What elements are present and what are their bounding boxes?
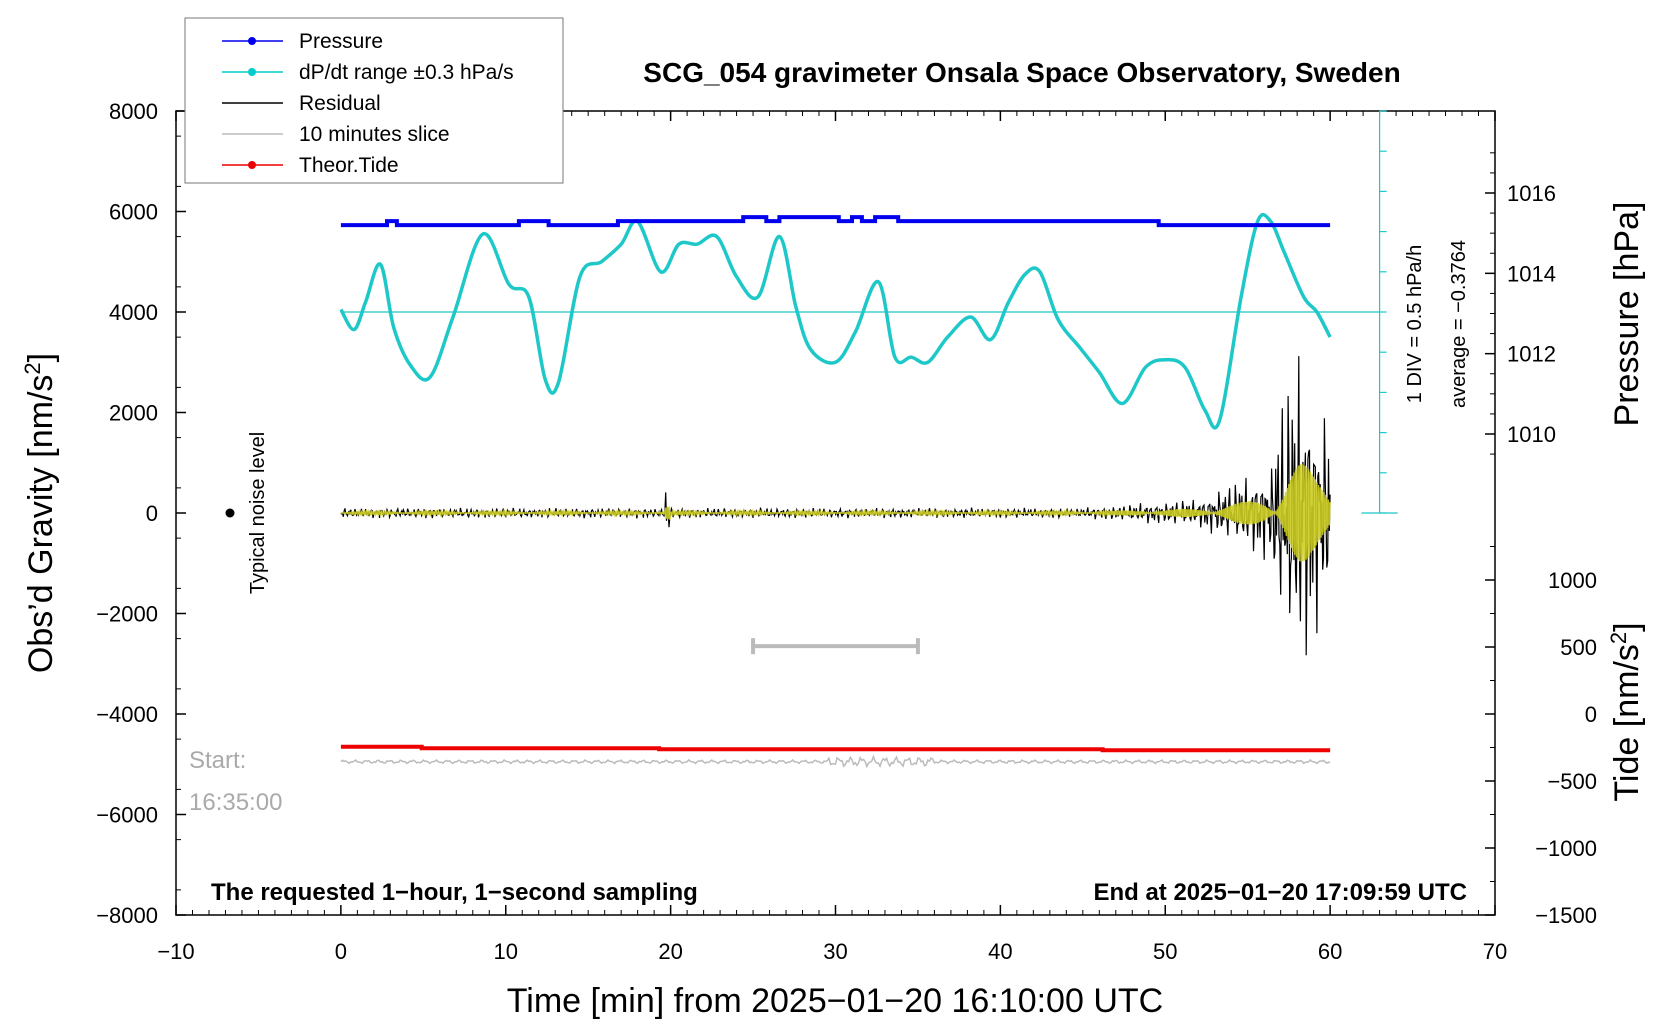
tide-axis-title: Tide [nm/s2] xyxy=(1606,622,1647,801)
x-tick-label: 30 xyxy=(823,939,847,964)
pressure-tick-label: 1016 xyxy=(1507,181,1556,206)
legend-label: Pressure xyxy=(299,30,383,53)
pressure-tick-label: 1012 xyxy=(1507,342,1556,367)
pressure-tick-label: 1010 xyxy=(1507,422,1556,447)
x-tick-label: 10 xyxy=(494,939,518,964)
filtered-trace xyxy=(340,464,1331,562)
legend-label: dP/dt range ±0.3 hPa/s xyxy=(299,61,514,84)
chart-title: SCG_054 gravimeter Onsala Space Observat… xyxy=(643,57,1400,88)
legend-marker xyxy=(248,37,256,45)
legend-box xyxy=(184,17,564,184)
noise-level-dot xyxy=(225,508,235,518)
y-tick-label: 6000 xyxy=(109,200,158,225)
tide-tick-label: −1500 xyxy=(1535,903,1597,928)
sampling-note: The requested 1−hour, 1−second sampling xyxy=(211,879,698,906)
residual-trace xyxy=(340,356,1331,656)
series-layer xyxy=(339,110,1398,769)
y-tick-label: −6000 xyxy=(96,803,158,828)
dpdt-line xyxy=(339,212,1332,430)
pressure-line xyxy=(340,215,1331,228)
slice-trace xyxy=(340,754,1331,769)
tide-tick-label: 1000 xyxy=(1548,568,1597,593)
y-axis-title: Obs’d Gravity [nm/s2] xyxy=(20,353,61,673)
legend-label: Theor.Tide xyxy=(299,154,399,177)
x-tick-label: 60 xyxy=(1318,939,1342,964)
legend-label: 10 minutes slice xyxy=(299,123,450,146)
tick-layer: −10 0 10 20 30 40 50 60 70 8000 6000 4000 2000 0 −2000… xyxy=(96,99,1507,964)
x-tick-label: 70 xyxy=(1483,939,1507,964)
legend-label: Residual xyxy=(299,92,381,115)
legend: Pressure dP/dt range ±0.3 hPa/s Residual 10… xyxy=(222,30,514,177)
legend-marker xyxy=(248,161,256,169)
pressure-axis-title: Pressure [hPa] xyxy=(1608,202,1646,427)
legend-marker xyxy=(248,68,256,76)
tide-line xyxy=(340,744,1331,753)
x-tick-label: 50 xyxy=(1153,939,1177,964)
y-tick-label: −8000 xyxy=(96,903,158,928)
x-axis-title: Time [min] from 2025−01−20 16:10:00 UTC xyxy=(507,982,1163,1020)
y-tick-label: 4000 xyxy=(109,300,158,325)
x-tick-label: −10 xyxy=(157,939,194,964)
x-tick-label: 0 xyxy=(335,939,347,964)
tide-tick-label: −1000 xyxy=(1535,836,1597,861)
x-tick-label: 20 xyxy=(658,939,682,964)
tide-axis: 1000 500 0 −500 −1000 −1500 xyxy=(1485,546,1597,928)
start-label: Start: xyxy=(189,747,246,774)
y-tick-label: 8000 xyxy=(109,99,158,124)
y-tick-label: 0 xyxy=(146,501,158,526)
end-time-note: End at 2025−01−20 17:09:59 UTC xyxy=(1093,879,1467,906)
y-tick-label: −4000 xyxy=(96,702,158,727)
tide-tick-label: 0 xyxy=(1585,702,1597,727)
y-tick-label: −2000 xyxy=(96,602,158,627)
start-time: 16:35:00 xyxy=(189,789,282,816)
pressure-axis: 1016 1014 1012 1010 xyxy=(1485,152,1556,455)
x-tick-label: 40 xyxy=(988,939,1012,964)
average-label: average = −0.3764 xyxy=(1448,240,1470,408)
tide-tick-label: −500 xyxy=(1547,769,1597,794)
div-scale-label: 1 DIV = 0.5 hPa/h xyxy=(1404,245,1426,403)
noise-level-label: Typical noise level xyxy=(247,432,269,594)
y-tick-label: 2000 xyxy=(109,401,158,426)
tide-tick-label: 500 xyxy=(1560,635,1597,660)
pressure-tick-label: 1014 xyxy=(1507,261,1556,286)
